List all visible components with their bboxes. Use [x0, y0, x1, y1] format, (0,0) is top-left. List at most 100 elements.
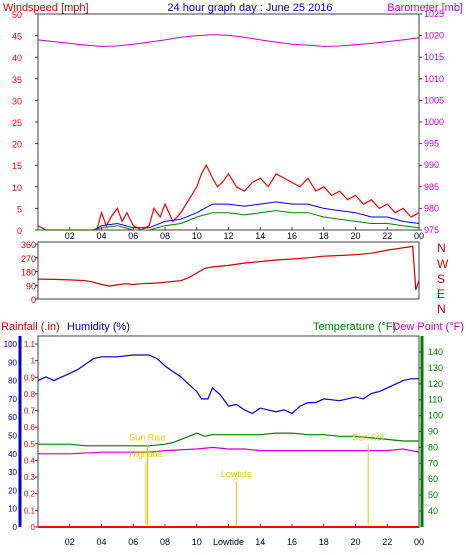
wind-x-tick-label: 22 [382, 231, 392, 241]
rain-y-tick-label: 1 [31, 357, 36, 366]
humidity-y-tick-label: 100 [4, 340, 18, 349]
direction-plot-frame [37, 241, 420, 300]
barometer-label: Barometer [mb] [387, 2, 463, 14]
wind-x-tick-label: 10 [192, 231, 202, 241]
wind-y-tick-label: 50 [12, 10, 22, 20]
temp-y-tick-label: 60 [428, 474, 438, 484]
wind-x-tick-label: 00 [414, 231, 424, 241]
rain-y-tick-label: 0.9 [24, 373, 36, 382]
rain-y-tick-label: 0.1 [24, 506, 36, 515]
wind-x-tick-label: 14 [255, 231, 265, 241]
annotation-label: Lowtide [221, 469, 252, 479]
wind-x-tick-label: 18 [319, 231, 329, 241]
wind-x-tick-label: 20 [350, 231, 360, 241]
rain-y-tick-label: 0.6 [24, 423, 36, 432]
baro-y-tick-label: 1010 [424, 74, 444, 84]
compass-label: E [437, 287, 445, 301]
temperature-label: Temperature (°F) [313, 321, 396, 333]
climate-x-tick-label: 14 [255, 537, 265, 547]
wind-direction-line [37, 245, 420, 290]
climate-x-tick-label: 20 [350, 537, 360, 547]
climate-plot-series [37, 354, 420, 528]
humidity-line [37, 354, 419, 415]
wind-x-tick-label: 04 [96, 231, 106, 241]
climate-x-tick-label: 04 [96, 537, 106, 547]
climate-x-tick-label: 02 [65, 537, 75, 547]
baro-y-tick-label: 1020 [424, 31, 444, 41]
direction-y-tick-label: 180 [21, 268, 36, 278]
climate-x-tick-label: 06 [128, 537, 138, 547]
baro-y-tick-label: 1005 [424, 95, 444, 105]
wind-y-tick-label: 15 [12, 161, 22, 171]
baro-y-tick-label: 1000 [424, 117, 444, 127]
temp-y-tick-label: 100 [428, 411, 443, 421]
temp-y-tick-label: 40 [428, 506, 438, 516]
wind-x-tick-label: 16 [287, 231, 297, 241]
windspeed-label: Windspeed [mph] [3, 2, 89, 14]
wind-y-tick-label: 5 [17, 204, 22, 214]
dewpoint-label: Dew Point (°F) [392, 321, 464, 333]
compass-label: S [437, 272, 445, 286]
direction-y-tick-label: 360 [21, 240, 36, 250]
climate-x-tick-label: 00 [414, 537, 424, 547]
tide-sun-annotations: Hightide Sun Rise Lowtide Sun Set [129, 432, 385, 525]
wind-y-tick-label: 20 [12, 140, 22, 150]
humidity-y-tick-label: 80 [8, 377, 17, 386]
temp-y-tick-label: 130 [428, 363, 443, 373]
baro-y-tick-label: 1015 [424, 52, 444, 62]
humidity-y-tick-label: 90 [8, 358, 17, 367]
humidity-label: Humidity (%) [67, 321, 130, 333]
temp-y-tick-label: 80 [428, 442, 438, 452]
rain-y-tick-label: 0.7 [24, 407, 36, 416]
humidity-y-tick-label: 40 [8, 450, 17, 459]
baro-y-tick-label: 995 [424, 139, 439, 149]
climate-x-tick-label: 22 [382, 537, 392, 547]
baro-y-tick-label: 1025 [424, 9, 444, 19]
baro-y-tick-label: 980 [424, 203, 439, 213]
wind-y-tick-label: 40 [12, 53, 22, 63]
compass-labels: N W S E N [437, 241, 449, 316]
wind-x-tick-label: 02 [65, 231, 75, 241]
rain-y-tick-label: 0 [31, 523, 36, 532]
humidity-y-tick-label: 30 [8, 468, 17, 477]
rain-y-tick-label: 0.8 [24, 390, 36, 399]
wind-average-line [38, 201, 420, 231]
humidity-y-tick-label: 70 [8, 395, 17, 404]
climate-x-tick-label: 10 [192, 537, 202, 547]
annotation-label: Hightide [129, 449, 162, 459]
direction-plot-series [37, 245, 420, 290]
humidity-y-tick-label: 50 [8, 432, 17, 441]
rainfall-label: Rainfall (.in) [1, 321, 60, 333]
temperature-line [38, 432, 419, 447]
direction-y-tick-label: 270 [21, 254, 36, 264]
wind-y-tick-label: 30 [12, 96, 22, 106]
wind-x-tick-label: 06 [128, 231, 138, 241]
baro-y-tick-label: 975 [424, 225, 439, 235]
baro-y-tick-label: 990 [424, 160, 439, 170]
temp-y-tick-label: 50 [428, 490, 438, 500]
barometer-line [37, 34, 420, 47]
humidity-y-tick-label: 10 [8, 505, 17, 514]
direction-y-tick-label: 0 [31, 295, 36, 305]
temp-y-tick-label: 90 [428, 427, 438, 437]
humidity-y-tick-label: 20 [8, 486, 17, 495]
temp-y-tick-label: 110 [428, 395, 442, 405]
climate-x-tick-label: 08 [160, 537, 170, 547]
direction-y-tick-label: 90 [26, 281, 36, 291]
temp-y-tick-label: 70 [428, 458, 438, 468]
wind-y-tick-label: 25 [12, 118, 22, 128]
temp-y-tick-label: 140 [428, 347, 443, 357]
climate-x-tick-label: 18 [319, 537, 329, 547]
rain-y-tick-label: 0.5 [24, 440, 36, 449]
rain-y-tick-label: 0.2 [24, 490, 36, 499]
humidity-y-tick-label: 0 [13, 523, 18, 532]
wind-y-tick-label: 0 [17, 226, 22, 236]
wind-y-tick-label: 35 [12, 75, 22, 85]
climate-plot-ticks: 0 0.1 0.2 0.3 0.4 0.5 0.6 0.7 0.8 0.9 1 1.1 0 10 20 30 4… [4, 340, 443, 547]
annotation-label: Sun Rise [129, 432, 166, 442]
dewpoint-line [38, 446, 420, 455]
windspeed-line [37, 163, 420, 231]
rain-y-tick-label: 0.3 [24, 473, 36, 482]
